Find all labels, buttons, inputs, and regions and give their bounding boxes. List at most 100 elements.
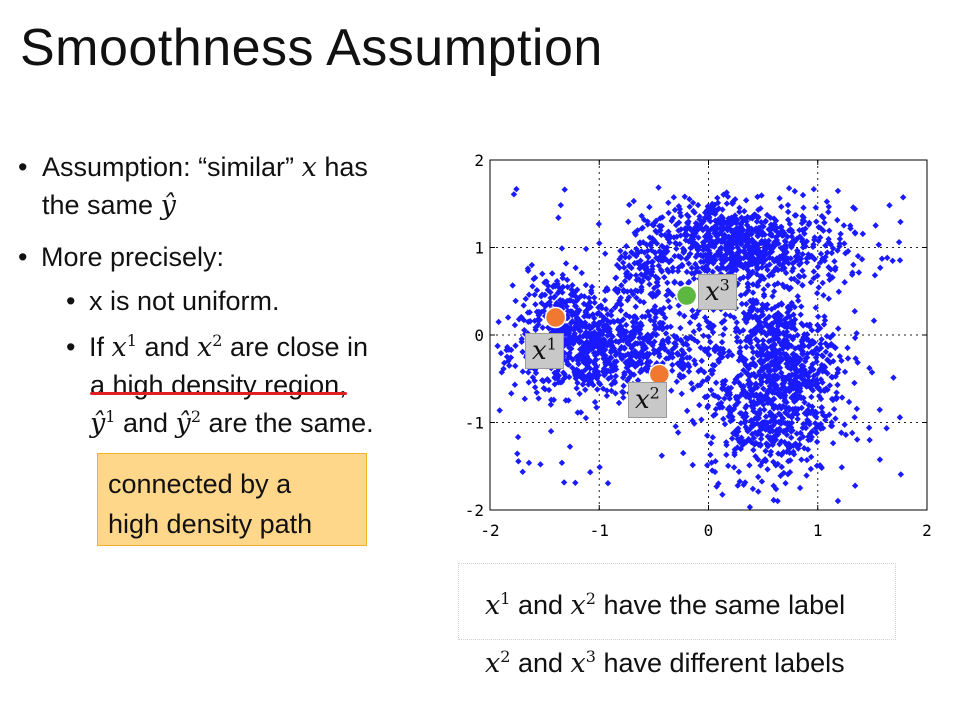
scatter-point <box>555 379 562 386</box>
scatter-point <box>889 257 896 264</box>
scatter-point <box>722 245 729 252</box>
scatter-point <box>695 322 703 329</box>
scatter-point <box>561 186 568 193</box>
scatter-point <box>696 222 704 229</box>
scatter-point <box>680 449 687 457</box>
x-tick-label: 1 <box>813 521 823 540</box>
scatter-point <box>804 350 811 357</box>
scatter-point <box>765 313 773 320</box>
scatter-point <box>508 390 515 397</box>
scatter-point <box>783 441 791 449</box>
scatter-point <box>661 231 669 239</box>
scatter-point <box>799 267 806 274</box>
scatter-point <box>788 227 795 234</box>
scatter-point <box>764 466 771 473</box>
scatter-point <box>565 332 573 339</box>
scatter-point <box>638 367 645 375</box>
scatter-point <box>819 255 826 263</box>
scatter-point <box>750 446 757 454</box>
scatter-point <box>782 409 789 416</box>
scatter-point <box>495 318 502 326</box>
scatter-point <box>768 320 776 327</box>
scatter-point <box>525 369 532 376</box>
scatter-point <box>775 320 782 327</box>
scatter-point <box>656 215 664 222</box>
scatter-point <box>794 393 801 400</box>
scatter-point <box>512 342 519 349</box>
scatter-point <box>699 242 707 249</box>
scatter-point <box>865 424 873 431</box>
caption-different-labels: x2 and x3 have different labels <box>485 648 845 679</box>
scatter-point <box>699 246 707 254</box>
scatter-point <box>733 334 741 341</box>
scatter-point <box>726 264 733 272</box>
scatter-point <box>844 355 852 362</box>
scatter-point <box>834 497 842 505</box>
y-tick-label: -1 <box>465 414 484 433</box>
scatter-point <box>704 203 711 210</box>
scatter-point <box>781 439 788 446</box>
scatter-point <box>649 258 656 265</box>
bullet-2: • More precisely: <box>18 242 225 272</box>
scatter-point <box>525 379 532 386</box>
scatter-point <box>554 289 562 297</box>
scatter-point <box>715 345 722 353</box>
scatter-point <box>715 401 722 408</box>
scatter-point <box>591 320 599 327</box>
scatter-point <box>733 338 741 345</box>
scatter-point <box>537 293 545 300</box>
cap-and: and <box>517 590 563 620</box>
scatter-point <box>590 358 598 366</box>
scatter-point <box>595 325 602 333</box>
scatter-point <box>665 199 672 206</box>
scatter-point <box>675 264 682 271</box>
scatter-point <box>620 389 627 396</box>
scatter-point <box>760 385 767 392</box>
scatter-point <box>734 393 741 401</box>
scatter-point <box>834 381 841 389</box>
scatter-point <box>804 406 812 414</box>
scatter-point <box>529 283 536 290</box>
sub-bullet-2: • If x1 and x2 are close in <box>66 331 369 363</box>
scatter-point <box>820 292 827 299</box>
scatter-point <box>871 272 879 279</box>
scatter-point <box>716 350 723 358</box>
scatter-point <box>772 381 779 388</box>
scatter-point <box>629 250 637 257</box>
scatter-point <box>650 350 658 357</box>
scatter-point <box>754 420 761 427</box>
scatter-point <box>748 371 755 378</box>
scatter-point <box>834 325 842 332</box>
scatter-point <box>712 238 719 246</box>
scatter-point <box>803 259 811 266</box>
scatter-point <box>740 274 747 281</box>
scatter-point <box>748 331 755 339</box>
scatter-point <box>753 218 761 225</box>
scatter-point <box>744 334 751 341</box>
scatter-point <box>533 389 540 396</box>
scatter-point <box>754 307 761 314</box>
scatter-point <box>734 244 741 251</box>
scatter-point <box>695 307 702 314</box>
scatter-point <box>826 359 834 366</box>
scatter-point <box>777 224 784 231</box>
scatter-point <box>660 244 668 251</box>
scatter-point <box>740 216 748 223</box>
y-tick-label: -2 <box>465 501 484 520</box>
scatter-point <box>776 339 784 346</box>
sub-bullet-2-post: are close in <box>229 332 369 362</box>
scatter-point <box>723 221 731 228</box>
scatter-point <box>744 428 751 435</box>
scatter-point <box>760 291 768 298</box>
math-sup: 2 <box>190 407 201 426</box>
scatter-point <box>721 258 728 265</box>
cap-text: have different labels <box>603 648 845 678</box>
scatter-point <box>721 395 728 402</box>
scatter-point <box>832 373 839 380</box>
scatter-point <box>681 193 688 200</box>
scatter-point <box>740 481 747 489</box>
scatter-point <box>831 344 839 352</box>
scatter-point <box>714 194 721 202</box>
scatter-point <box>814 327 821 334</box>
scatter-point <box>782 269 790 277</box>
